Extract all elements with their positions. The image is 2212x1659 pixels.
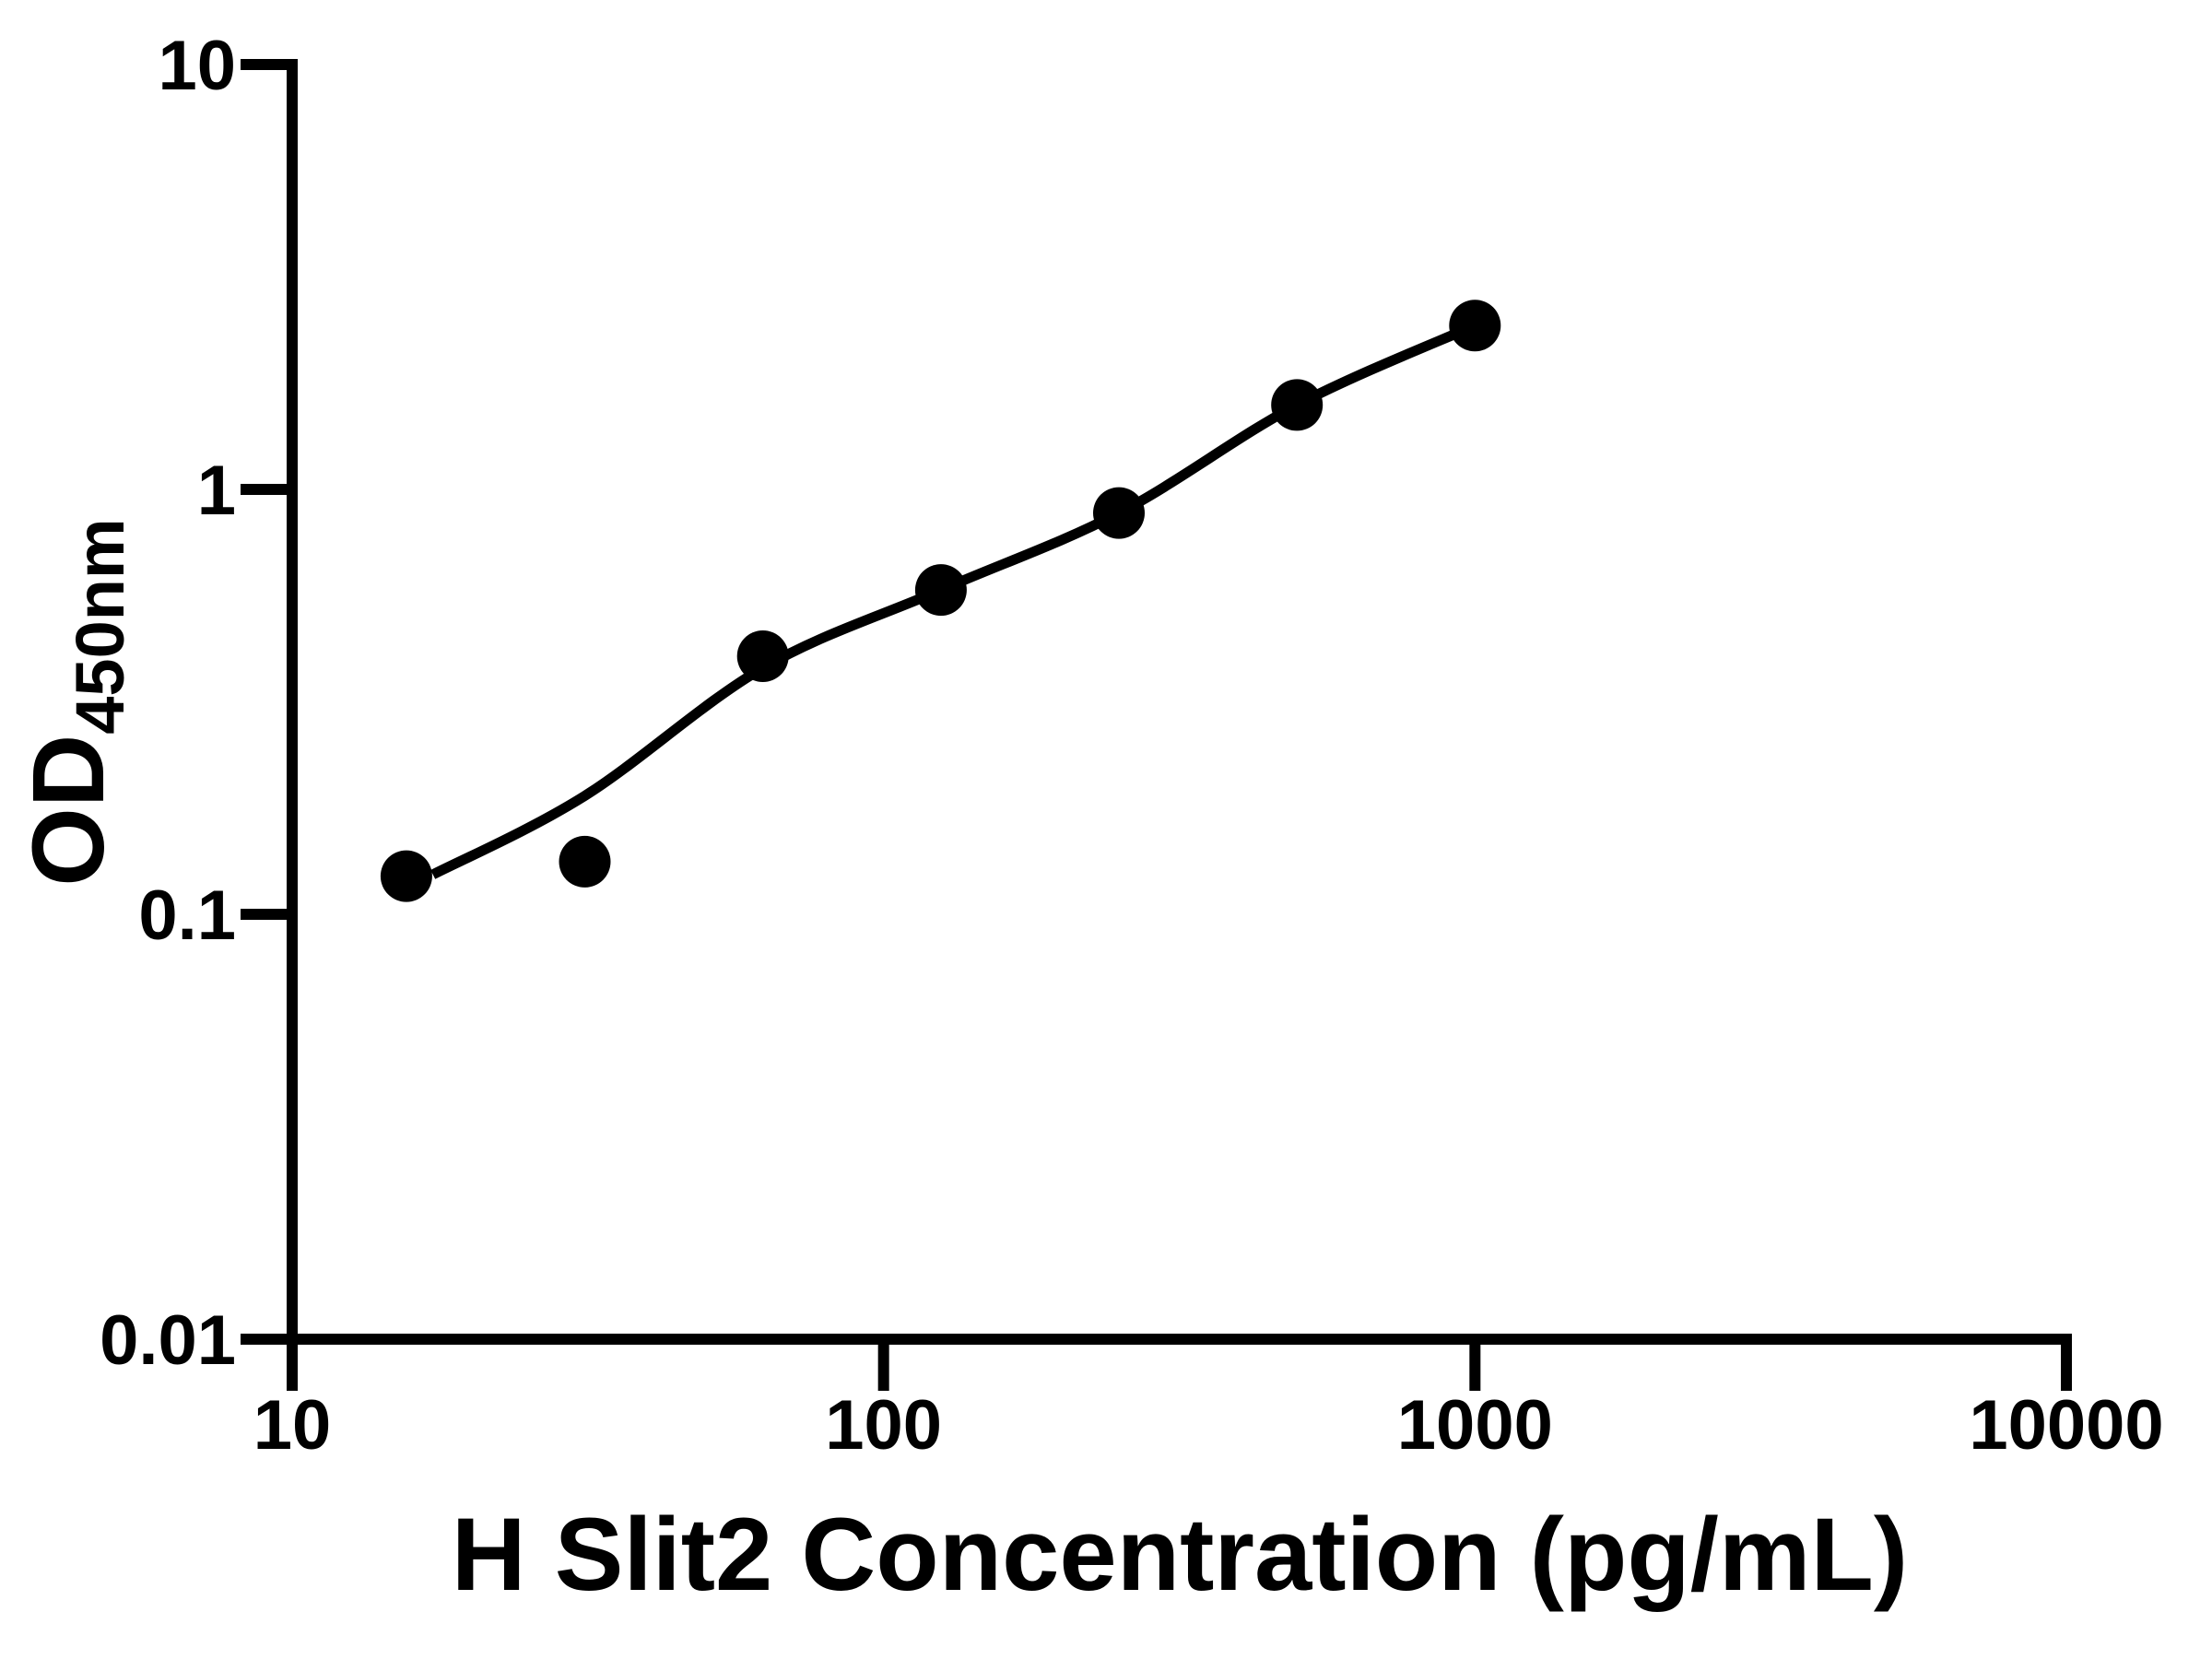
axes <box>287 59 2072 1345</box>
y-axis-title-sub: 450nm <box>62 518 138 734</box>
x-tick-label: 10 <box>253 1386 332 1465</box>
data-point <box>1449 300 1501 352</box>
data-point <box>914 564 967 617</box>
data-point <box>1271 379 1324 431</box>
x-ticks: 10 100 1000 10000 <box>253 1339 2164 1465</box>
y-tick-label: 0.1 <box>138 877 236 955</box>
data-point <box>380 850 432 902</box>
data-point <box>1093 487 1145 539</box>
data-point <box>559 835 611 888</box>
y-axis-title-main: OD <box>12 735 125 887</box>
y-axis-title: OD450nm <box>12 518 138 886</box>
x-tick-label: 100 <box>825 1386 942 1465</box>
data-point <box>736 630 789 682</box>
y-tick-label: 0.01 <box>100 1301 236 1380</box>
y-tick-label: 1 <box>197 452 236 530</box>
x-axis-title: H Slit2 Concentration (pg/mL) <box>452 1497 1908 1612</box>
x-tick-label: 1000 <box>1397 1386 1553 1465</box>
y-tick-label: 10 <box>158 27 236 105</box>
data-points <box>380 300 1501 902</box>
y-ticks: 10 1 0.1 0.01 <box>100 27 292 1380</box>
x-tick-label: 10000 <box>1969 1386 2163 1465</box>
